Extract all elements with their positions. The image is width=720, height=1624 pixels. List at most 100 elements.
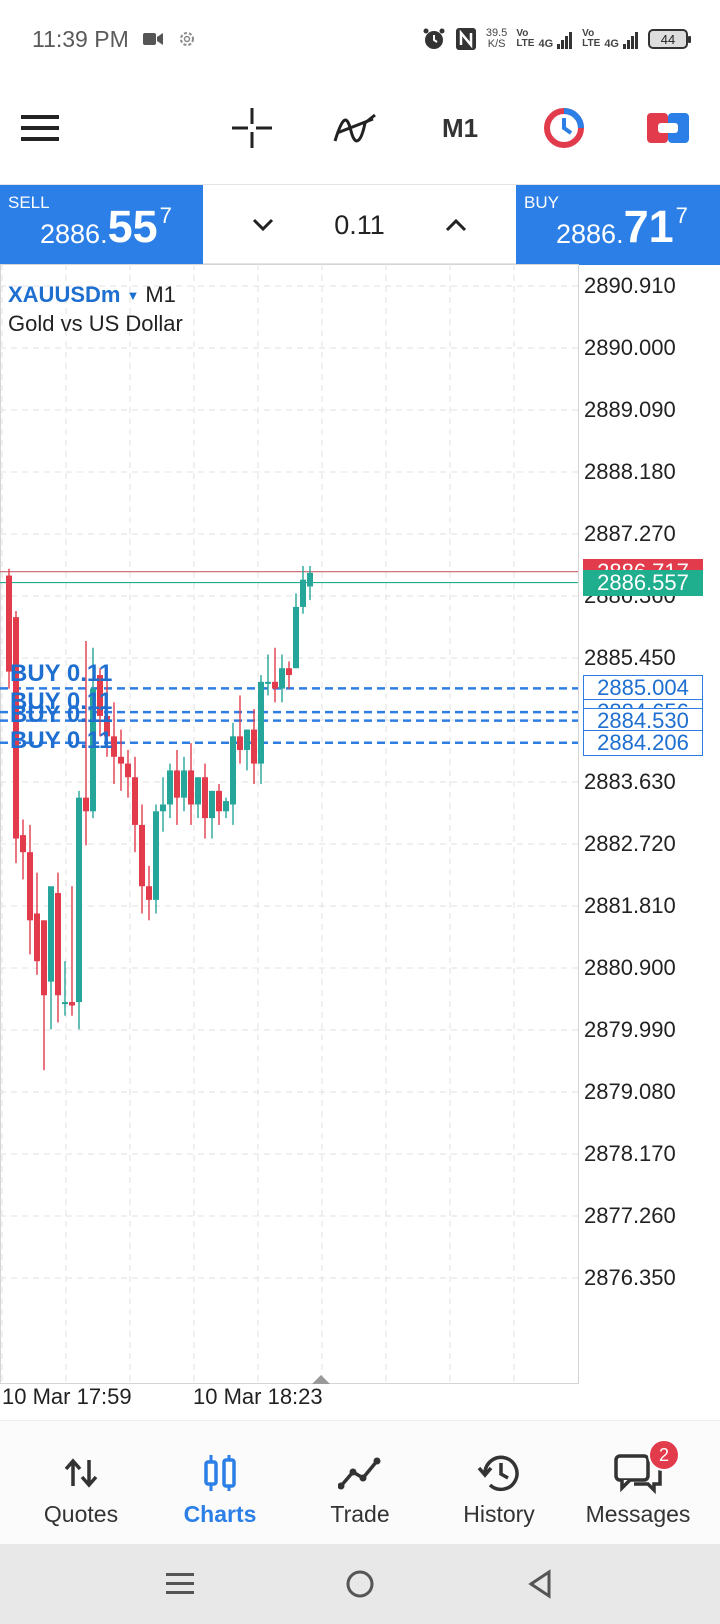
chart-toolbar: M1	[0, 88, 720, 168]
candle-body	[237, 736, 243, 750]
timeframe-button[interactable]: M1	[441, 112, 479, 143]
chart-plot-border	[0, 264, 579, 1384]
candle-body	[216, 790, 222, 812]
candle-body	[272, 681, 278, 689]
candle-body	[111, 736, 117, 757]
home-button[interactable]	[340, 1564, 380, 1604]
candle-body	[83, 797, 89, 812]
chart-symbol-header[interactable]: XAUUSDm ▼ M1	[8, 282, 176, 308]
candle-body	[132, 777, 138, 825]
signal-bars-icon	[557, 32, 573, 49]
status-time: 11:39 PM	[32, 25, 129, 52]
candle-body	[174, 770, 180, 798]
video-camera-icon	[142, 32, 163, 46]
alarm-icon	[422, 27, 446, 51]
y-axis-tick-label: 2878.170	[584, 1141, 676, 1166]
trade-panel-toggle-button[interactable]	[644, 100, 692, 156]
candle-body	[307, 572, 313, 587]
candle-body	[230, 736, 236, 805]
candle-body	[195, 777, 201, 805]
buy-price: 2886. 71 7	[556, 201, 688, 252]
y-axis-tick-label: 2879.080	[584, 1079, 676, 1104]
nav-trade[interactable]: Trade	[290, 1421, 430, 1545]
one-click-trading-icon	[544, 108, 584, 148]
symbol-dropdown-icon[interactable]: ▼	[126, 287, 140, 303]
candle-body	[27, 852, 33, 921]
candle-body	[76, 797, 82, 1003]
price-chart[interactable]: XAUUSDm ▼ M1 Gold vs US Dollar 2890.910 2…	[0, 264, 720, 1409]
candle-body	[167, 770, 173, 805]
volume-decrease-button[interactable]	[243, 205, 283, 245]
candle-body	[34, 913, 40, 962]
x-axis-time-label: 10 Mar 18:23	[193, 1384, 323, 1409]
indicators-button[interactable]	[330, 100, 380, 156]
candle-body	[146, 886, 152, 900]
buy-order-label[interactable]: BUY 0.11	[10, 726, 113, 754]
nav-charts[interactable]: Charts	[150, 1421, 290, 1545]
chevron-down-icon	[252, 218, 274, 232]
buy-order-label[interactable]: BUY 0.11	[10, 688, 113, 716]
buy-order-price-tag[interactable]: 2884.206	[583, 729, 703, 756]
candle-body	[251, 729, 257, 764]
signal-bars-icon	[623, 32, 638, 49]
candle-body	[223, 801, 229, 812]
messages-chat-icon: 2	[614, 1439, 680, 1495]
settings-gear-icon	[177, 29, 197, 49]
candle-body	[188, 770, 194, 805]
y-axis-tick-label: 2889.090	[584, 397, 676, 422]
candle-body	[300, 579, 306, 607]
chevron-up-icon	[445, 218, 467, 232]
y-axis-tick-label: 2890.910	[584, 273, 676, 298]
crosshair-button[interactable]	[228, 100, 276, 156]
sell-button[interactable]: SELL 2886. 55 7	[0, 185, 203, 265]
nav-history[interactable]: History	[429, 1421, 569, 1545]
home-circle-icon	[346, 1570, 374, 1598]
back-button[interactable]	[520, 1564, 560, 1604]
one-click-trading-button[interactable]	[540, 100, 588, 156]
y-axis-tick-label: 2879.990	[584, 1017, 676, 1042]
candle-body	[97, 675, 103, 716]
candle-body	[104, 715, 110, 737]
battery-icon: 44	[648, 29, 691, 49]
indicator-curve-icon	[333, 113, 376, 143]
candle-body	[62, 1002, 68, 1005]
y-axis-tick-label: 2887.270	[584, 521, 676, 546]
volume-value[interactable]: 0.11	[334, 209, 385, 240]
chart-timeframe: M1	[145, 282, 176, 307]
symbol-description: Gold vs US Dollar	[8, 311, 183, 336]
candle-body	[41, 920, 47, 996]
recent-apps-icon	[166, 1573, 194, 1594]
x-axis-time-label: 10 Mar 17:59	[2, 1384, 132, 1409]
back-triangle-icon	[528, 1569, 551, 1599]
nav-quotes[interactable]: Quotes	[11, 1421, 151, 1545]
recent-apps-button[interactable]	[160, 1564, 200, 1604]
symbol-name[interactable]: XAUUSDm	[8, 282, 121, 307]
history-clock-icon	[477, 1451, 521, 1495]
system-navigation-bar	[0, 1544, 720, 1624]
y-axis-tick-label: 2877.260	[584, 1203, 676, 1228]
nav-messages[interactable]: 2 Messages	[568, 1421, 708, 1545]
status-bar: 11:39 PM 39.5 K/S Vo LTE 4G Vo LTE 4G 44	[0, 0, 720, 78]
sell-price: 2886. 55 7	[40, 201, 172, 252]
y-axis-tick-label: 2876.350	[584, 1265, 676, 1290]
y-axis-tick-label: 2890.000	[584, 335, 676, 360]
buy-order-label[interactable]: BUY 0.11	[10, 700, 113, 728]
candle-body	[139, 824, 145, 887]
buy-order-price-tag[interactable]: 2885.004	[583, 675, 703, 702]
candle-body	[55, 893, 61, 996]
candle-body	[20, 835, 26, 853]
volume-increase-button[interactable]	[436, 205, 476, 245]
buy-order-label[interactable]: BUY 0.11	[10, 660, 113, 688]
menu-button[interactable]	[18, 100, 62, 156]
buy-button[interactable]: BUY 2886. 71 7	[516, 185, 720, 265]
hamburger-menu-icon	[21, 115, 59, 141]
candlestick-chart[interactable]	[0, 264, 720, 1384]
candle-body	[279, 668, 285, 689]
network-speed: 39.5 K/S	[485, 27, 508, 50]
y-axis-tick-label: 2882.720	[584, 831, 676, 856]
nfc-icon	[455, 27, 477, 51]
quotes-arrows-icon	[64, 1451, 98, 1495]
sim1-signal: Vo LTE 4G	[516, 29, 573, 50]
bottom-navigation: Quotes Charts Trade History 2 Messages	[0, 1420, 720, 1544]
candle-body	[202, 777, 208, 819]
